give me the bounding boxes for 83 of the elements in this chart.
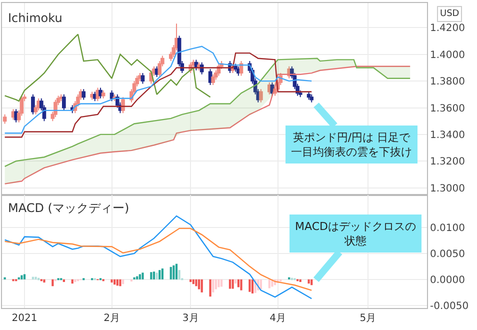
bar — [220, 279, 223, 287]
bar — [232, 279, 234, 289]
y-tick-label: 1.3400 — [430, 130, 465, 141]
bar — [212, 279, 214, 292]
y-tick-label: 0.0000 — [430, 274, 465, 286]
y-tick-label: 0.0050 — [430, 248, 465, 260]
text: Ichimoku — [8, 11, 62, 25]
bar — [200, 279, 203, 292]
candlestick — [98, 87, 102, 99]
bar — [198, 279, 200, 290]
bar — [116, 279, 118, 286]
candlestick — [82, 88, 86, 100]
candlestick — [211, 74, 215, 86]
bar — [114, 279, 116, 285]
bar — [136, 276, 138, 280]
y-tick-label: 1.4000 — [430, 50, 465, 61]
candlestick — [54, 99, 58, 118]
candlestick — [59, 94, 64, 102]
bar — [161, 268, 164, 280]
bar — [150, 272, 152, 280]
bar — [71, 279, 74, 284]
line-series — [4, 34, 211, 102]
candlestick — [140, 72, 145, 84]
bar — [234, 279, 237, 284]
x-tick-label: 2021 — [12, 313, 38, 324]
y-tick-label: 1.3000 — [430, 183, 465, 194]
bar — [251, 279, 254, 294]
bar — [237, 279, 240, 288]
bar — [195, 279, 198, 286]
bar — [218, 279, 220, 288]
x-tick-label: 2月 — [104, 313, 120, 324]
bar — [34, 276, 37, 280]
bar — [308, 279, 310, 284]
bar — [192, 279, 194, 284]
bar — [52, 279, 54, 286]
bar — [209, 279, 212, 297]
bar — [240, 279, 242, 290]
bar — [299, 279, 302, 282]
candlestick — [121, 96, 125, 114]
y-tick-label: 1.3200 — [430, 156, 465, 168]
y-tick-label: -0.0050 — [430, 300, 469, 312]
x-tick-label: 4月 — [270, 313, 286, 324]
bar — [175, 264, 178, 280]
bar — [142, 272, 144, 280]
bar — [170, 266, 172, 280]
bar — [32, 276, 34, 280]
candlestick — [234, 63, 238, 72]
bar — [23, 274, 26, 280]
bar — [152, 272, 156, 280]
bar — [74, 279, 76, 282]
bar — [156, 272, 158, 280]
text: MACD (マックディー) — [8, 201, 130, 215]
x-tick-label: 5月 — [360, 313, 376, 324]
candlestick — [101, 90, 106, 99]
bar — [20, 275, 23, 280]
candlestick — [2, 114, 7, 124]
candlestick — [62, 94, 66, 111]
bar — [158, 270, 161, 280]
y-axis-title: USD — [440, 9, 460, 19]
bar — [43, 279, 46, 283]
y-tick-label: 1.4200 — [430, 23, 465, 34]
y-tick-label: 1.3800 — [430, 76, 465, 88]
x-tick-label: 3月 — [182, 313, 199, 324]
bar — [110, 279, 113, 283]
bar — [190, 279, 192, 282]
bar — [310, 279, 313, 286]
candlestick — [31, 94, 35, 115]
candlestick — [259, 88, 263, 103]
candlestick — [310, 94, 314, 103]
y-tick-label: 0.0100 — [430, 222, 465, 234]
bar — [62, 279, 65, 282]
annotation: 英ポンド円/円は 日足で一目均衡表の雲を下抜け — [291, 131, 412, 158]
bar — [248, 279, 251, 292]
y-tick-label: 1.3600 — [430, 103, 465, 114]
bar — [138, 274, 141, 280]
bar — [172, 265, 175, 280]
bar — [119, 279, 122, 286]
bar — [214, 279, 217, 290]
bar — [122, 279, 124, 284]
bar — [178, 270, 180, 280]
annotation: MACDはデッドクロスの状態 — [295, 220, 416, 248]
bar — [260, 279, 262, 290]
bar — [228, 279, 232, 289]
